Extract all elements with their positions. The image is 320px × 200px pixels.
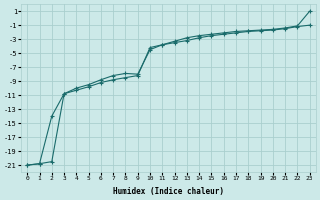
X-axis label: Humidex (Indice chaleur): Humidex (Indice chaleur): [113, 187, 224, 196]
